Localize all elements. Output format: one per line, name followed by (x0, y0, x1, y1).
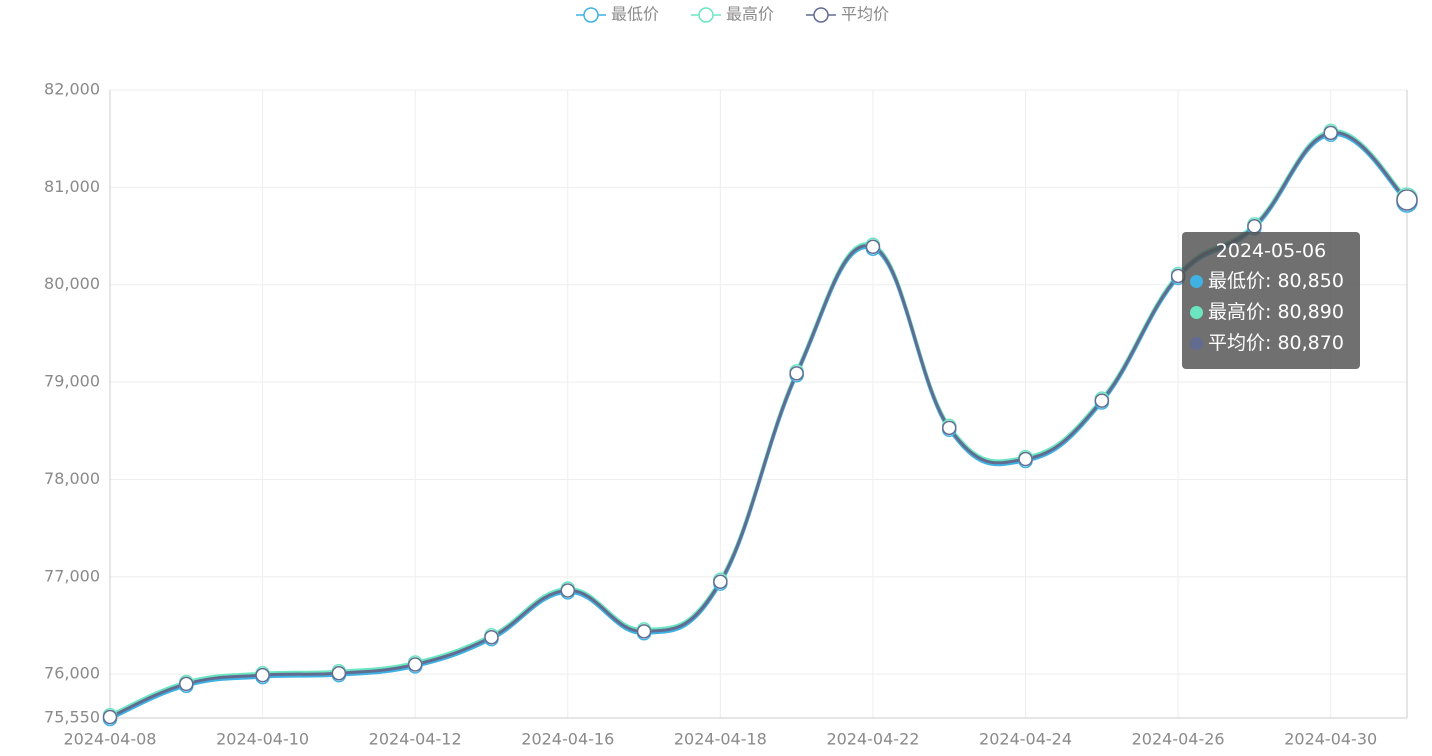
point (1018, 451, 1033, 467)
point (713, 574, 728, 589)
x-tick-label: 2024-04-10 (216, 730, 309, 749)
point (636, 624, 652, 639)
point (102, 709, 118, 725)
x-tick-label: 2024-04-26 (1132, 730, 1225, 749)
point (560, 583, 576, 598)
x-tick-label: 2024-04-18 (674, 730, 767, 749)
y-tick-label: 82,000 (44, 80, 100, 99)
y-tick-label: 78,000 (44, 469, 100, 488)
point (789, 366, 804, 381)
point (941, 420, 957, 436)
tooltip-text: 最高价: 80,890 (1208, 301, 1344, 323)
legend-icon (813, 7, 829, 23)
legend-label: 最高价 (726, 5, 774, 24)
tooltip-row: 最低价: 80,850 (1190, 266, 1360, 297)
point (1323, 125, 1338, 141)
y-tick-label: 76,000 (44, 664, 100, 683)
x-tick-label: 2024-04-22 (826, 730, 919, 749)
tooltip-row: 最高价: 80,890 (1190, 297, 1360, 328)
series-line (109, 133, 1409, 721)
x-tick-label: 2024-04-08 (64, 730, 157, 749)
y-tick-label: 77,000 (44, 566, 100, 585)
point (331, 665, 347, 681)
y-tick-label: 80,000 (44, 274, 100, 293)
y-tick-label: 79,000 (44, 372, 100, 391)
x-tick-label: 2024-04-24 (979, 730, 1072, 749)
point (865, 239, 881, 255)
tooltip-text: 最低价: 80,850 (1208, 270, 1344, 292)
x-tick-label: 2024-04-16 (521, 730, 614, 749)
tooltip-row: 平均价: 80,870 (1190, 328, 1360, 359)
tooltip-dot (1190, 306, 1203, 319)
legend-icon (698, 7, 714, 23)
x-tick-label: 2024-04-30 (1284, 730, 1377, 749)
tooltip-dot (1190, 337, 1203, 350)
point (255, 667, 270, 683)
tooltip-text: 平均价: 80,870 (1208, 332, 1344, 354)
x-tick-label: 2024-04-12 (369, 730, 462, 749)
legend-label: 最低价 (611, 5, 659, 24)
tooltip-dot (1190, 275, 1203, 288)
point (407, 657, 423, 672)
legend-icon (583, 7, 599, 23)
y-tick-label: 75,550 (44, 708, 100, 727)
point (1396, 189, 1418, 211)
tooltip: 2024-05-06 最低价: 80,850 最高价: 80,890 平均价: 80,… (1182, 232, 1360, 369)
point (1094, 393, 1110, 408)
y-tick-label: 81,000 (44, 177, 100, 196)
series-line (109, 129, 1409, 717)
series-line (109, 131, 1409, 719)
legend-label: 平均价 (841, 5, 889, 24)
point (179, 676, 194, 692)
point (1247, 219, 1262, 234)
tooltip-title: 2024-05-06 (1215, 240, 1327, 262)
point (484, 629, 499, 645)
